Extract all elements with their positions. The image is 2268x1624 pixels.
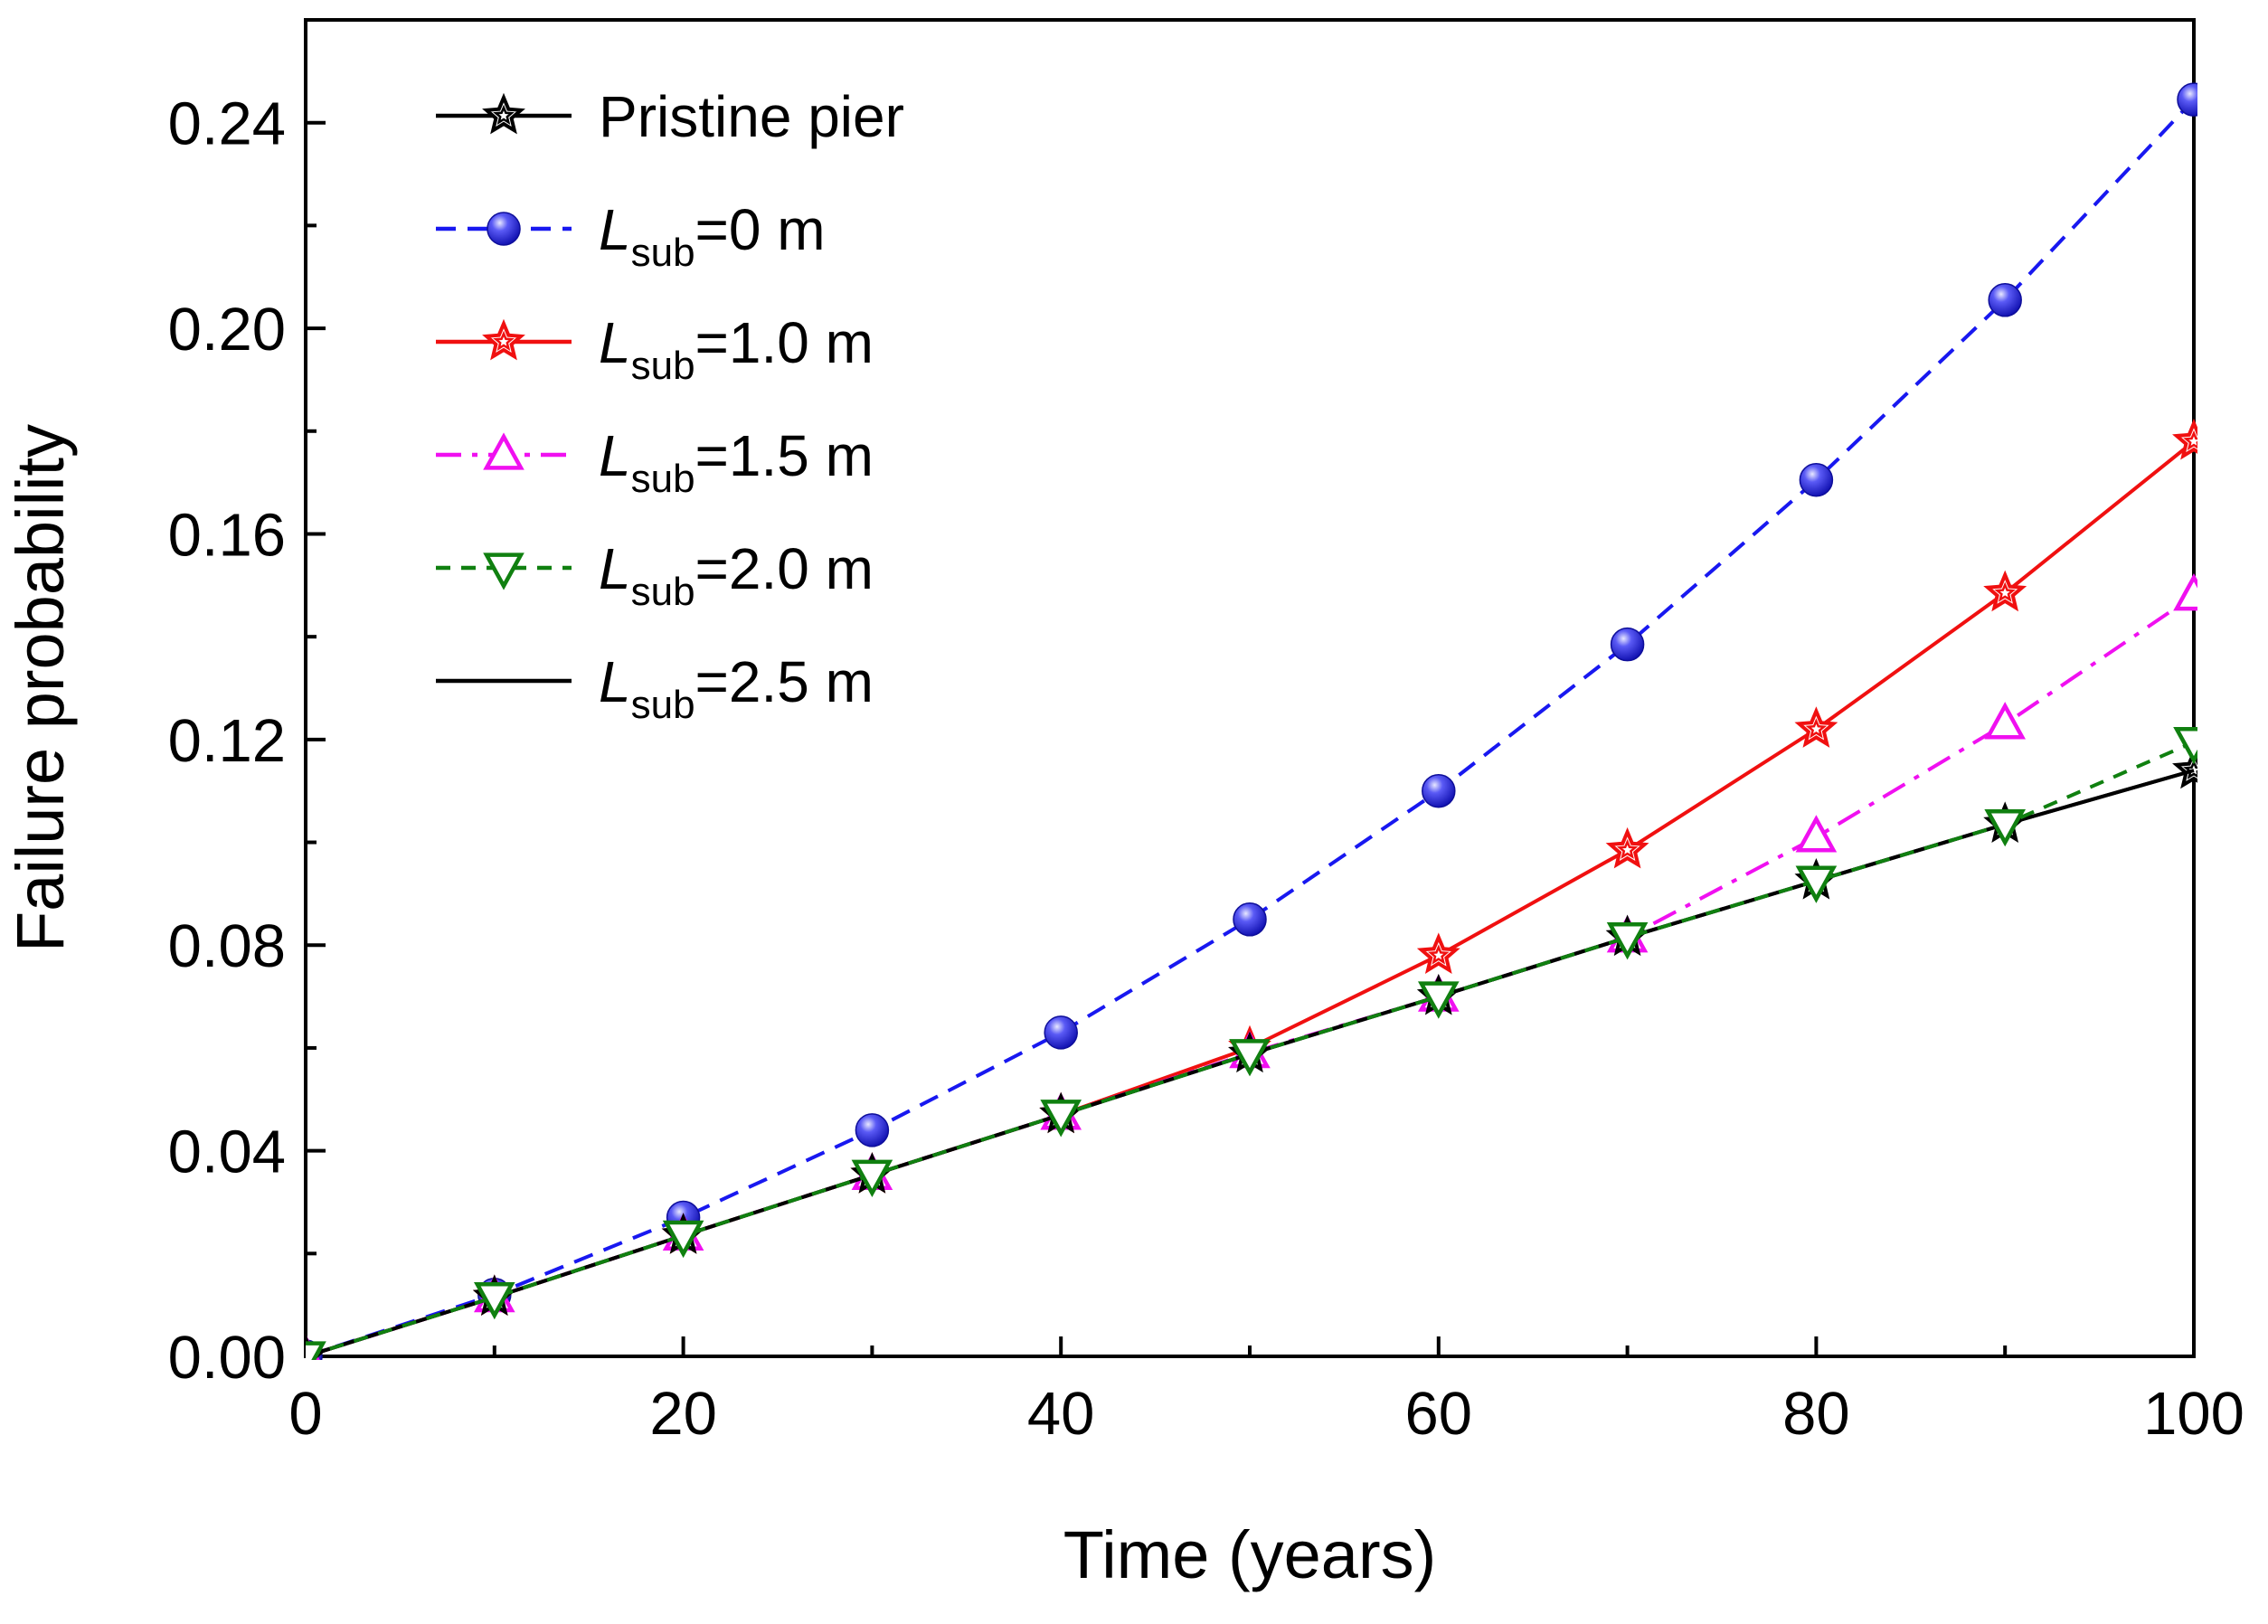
data-point: [1984, 808, 2027, 847]
data-point: [1229, 1039, 1271, 1077]
legend-marker: [483, 432, 524, 470]
data-point: [306, 1341, 326, 1360]
legend-label-main: L: [599, 423, 631, 488]
data-point: [1795, 815, 1838, 853]
legend-item: Lsub=0 m: [436, 197, 826, 275]
legend-label-main: L: [599, 310, 631, 375]
legend-label: Lsub=1.0 m: [599, 310, 874, 388]
legend-marker: [482, 92, 525, 135]
x-tick-label: 20: [649, 1380, 717, 1448]
data-point: [2177, 82, 2197, 117]
data-point: [1416, 932, 1460, 975]
series-layer: [306, 82, 2197, 1360]
legend-label-main: Pristine pier: [599, 84, 904, 149]
x-tick-label: 60: [1405, 1380, 1473, 1448]
data-point: [1422, 773, 1456, 808]
data-point: [1983, 570, 2027, 612]
data-point-inner: [1616, 838, 1639, 859]
data-point-inner: [2183, 430, 2197, 451]
data-point: [1040, 1100, 1082, 1138]
legend-label-sub: sub: [631, 683, 695, 727]
data-point: [2173, 727, 2197, 765]
y-tick-label: 0.00: [168, 1324, 286, 1392]
x-tick-label: 100: [2143, 1380, 2244, 1448]
legend-label-rest: =1.0 m: [695, 310, 874, 375]
legend-item: Lsub=1.5 m: [436, 423, 874, 501]
legend-item: Lsub=1.0 m: [436, 310, 874, 388]
legend-item: Lsub=2.0 m: [436, 536, 874, 614]
x-axis-title: Time (years): [1063, 1517, 1437, 1592]
data-point: [1799, 463, 1834, 497]
data-point: [855, 1113, 890, 1147]
legend-label-main: L: [599, 536, 631, 601]
legend-item: Lsub=2.5 m: [436, 649, 874, 727]
data-point: [1988, 283, 2022, 317]
legend-label-rest: =1.5 m: [695, 423, 874, 488]
legend-label-rest: =0 m: [695, 197, 826, 262]
y-tick-label: 0.20: [168, 296, 286, 364]
data-point-inner: [1994, 581, 2016, 602]
series-4: [306, 727, 2197, 1360]
legend-label-sub: sub: [631, 570, 695, 614]
legend-label-rest: =2.0 m: [695, 536, 874, 601]
legend-marker: [483, 552, 524, 590]
legend-item: Pristine pier: [436, 84, 904, 149]
legend-label: Lsub=1.5 m: [599, 423, 874, 501]
data-point: [1605, 826, 1649, 869]
data-point: [1417, 981, 1460, 1019]
legend-marker: [482, 318, 525, 361]
legend-label-sub: sub: [631, 344, 695, 388]
y-tick-label: 0.16: [168, 501, 286, 569]
y-tick-label: 0.04: [168, 1119, 286, 1186]
legend-marker-inner: [493, 104, 515, 125]
series-line: [306, 98, 2196, 1358]
legend-marker: [487, 212, 521, 246]
legend-label-main: L: [599, 197, 631, 262]
legend-label-rest: =2.5 m: [695, 649, 874, 714]
x-tick-label: 0: [288, 1380, 322, 1448]
data-point: [1795, 865, 1838, 903]
data-point: [662, 1220, 704, 1259]
y-axis-title: Failure probability: [3, 424, 78, 952]
data-point: [473, 1281, 515, 1320]
data-point-inner: [2183, 759, 2197, 779]
axes-layer: 0 20 40 60 80 100 0.00 0.04 0.08 0.12 0.16 0.20 0.24: [168, 18, 2244, 1448]
data-point: [1606, 922, 1649, 960]
x-tick-label: 80: [1782, 1380, 1850, 1448]
data-point-inner: [1427, 944, 1450, 965]
y-tick-label: 0.08: [168, 912, 286, 980]
data-point: [2173, 573, 2197, 611]
legend-label: Lsub=0 m: [599, 197, 826, 275]
data-point: [1044, 1015, 1078, 1050]
data-point: [851, 1159, 893, 1197]
data-point: [1233, 902, 1267, 937]
y-tick-label: 0.24: [168, 90, 286, 158]
data-point: [1794, 706, 1838, 748]
legend-label: Lsub=2.0 m: [599, 536, 874, 614]
legend-label-main: L: [599, 649, 631, 714]
legend-label-sub: sub: [631, 457, 695, 501]
data-point: [1984, 702, 2027, 740]
legend-label: Lsub=2.5 m: [599, 649, 874, 727]
legend-label-sub: sub: [631, 231, 695, 275]
x-tick-label: 40: [1027, 1380, 1095, 1448]
legend-marker-inner: [493, 330, 515, 351]
data-point: [1610, 627, 1645, 662]
y-tick-label: 0.12: [168, 707, 286, 775]
data-point-inner: [1805, 718, 1828, 739]
legend-label: Pristine pier: [599, 84, 904, 149]
